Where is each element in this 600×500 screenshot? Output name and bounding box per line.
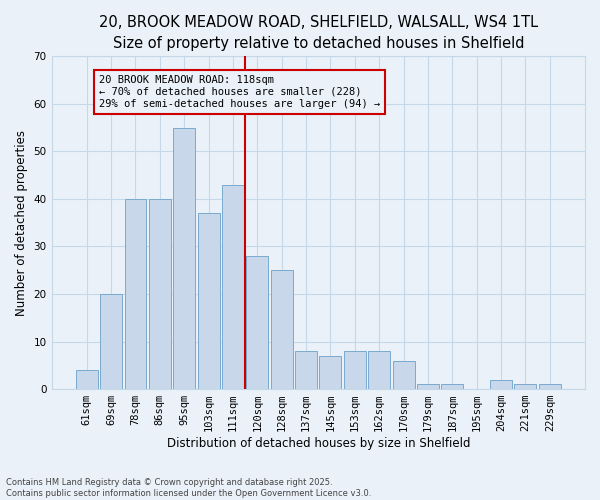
Bar [197, 213, 220, 389]
X-axis label: Distribution of detached houses by size in Shelfield: Distribution of detached houses by size … [167, 437, 470, 450]
Bar [344, 351, 366, 389]
Bar [125, 199, 146, 389]
Bar [295, 351, 317, 389]
Bar [76, 370, 98, 389]
Bar [173, 128, 195, 389]
Bar [514, 384, 536, 389]
Bar [319, 356, 341, 389]
Text: Contains HM Land Registry data © Crown copyright and database right 2025.
Contai: Contains HM Land Registry data © Crown c… [6, 478, 371, 498]
Bar [271, 270, 293, 389]
Bar [247, 256, 268, 389]
Text: 20 BROOK MEADOW ROAD: 118sqm
← 70% of detached houses are smaller (228)
29% of s: 20 BROOK MEADOW ROAD: 118sqm ← 70% of de… [99, 76, 380, 108]
Bar [442, 384, 463, 389]
Bar [149, 199, 171, 389]
Bar [392, 360, 415, 389]
Y-axis label: Number of detached properties: Number of detached properties [15, 130, 28, 316]
Bar [417, 384, 439, 389]
Title: 20, BROOK MEADOW ROAD, SHELFIELD, WALSALL, WS4 1TL
Size of property relative to : 20, BROOK MEADOW ROAD, SHELFIELD, WALSAL… [99, 15, 538, 51]
Bar [490, 380, 512, 389]
Bar [368, 351, 390, 389]
Bar [100, 294, 122, 389]
Bar [539, 384, 561, 389]
Bar [222, 184, 244, 389]
